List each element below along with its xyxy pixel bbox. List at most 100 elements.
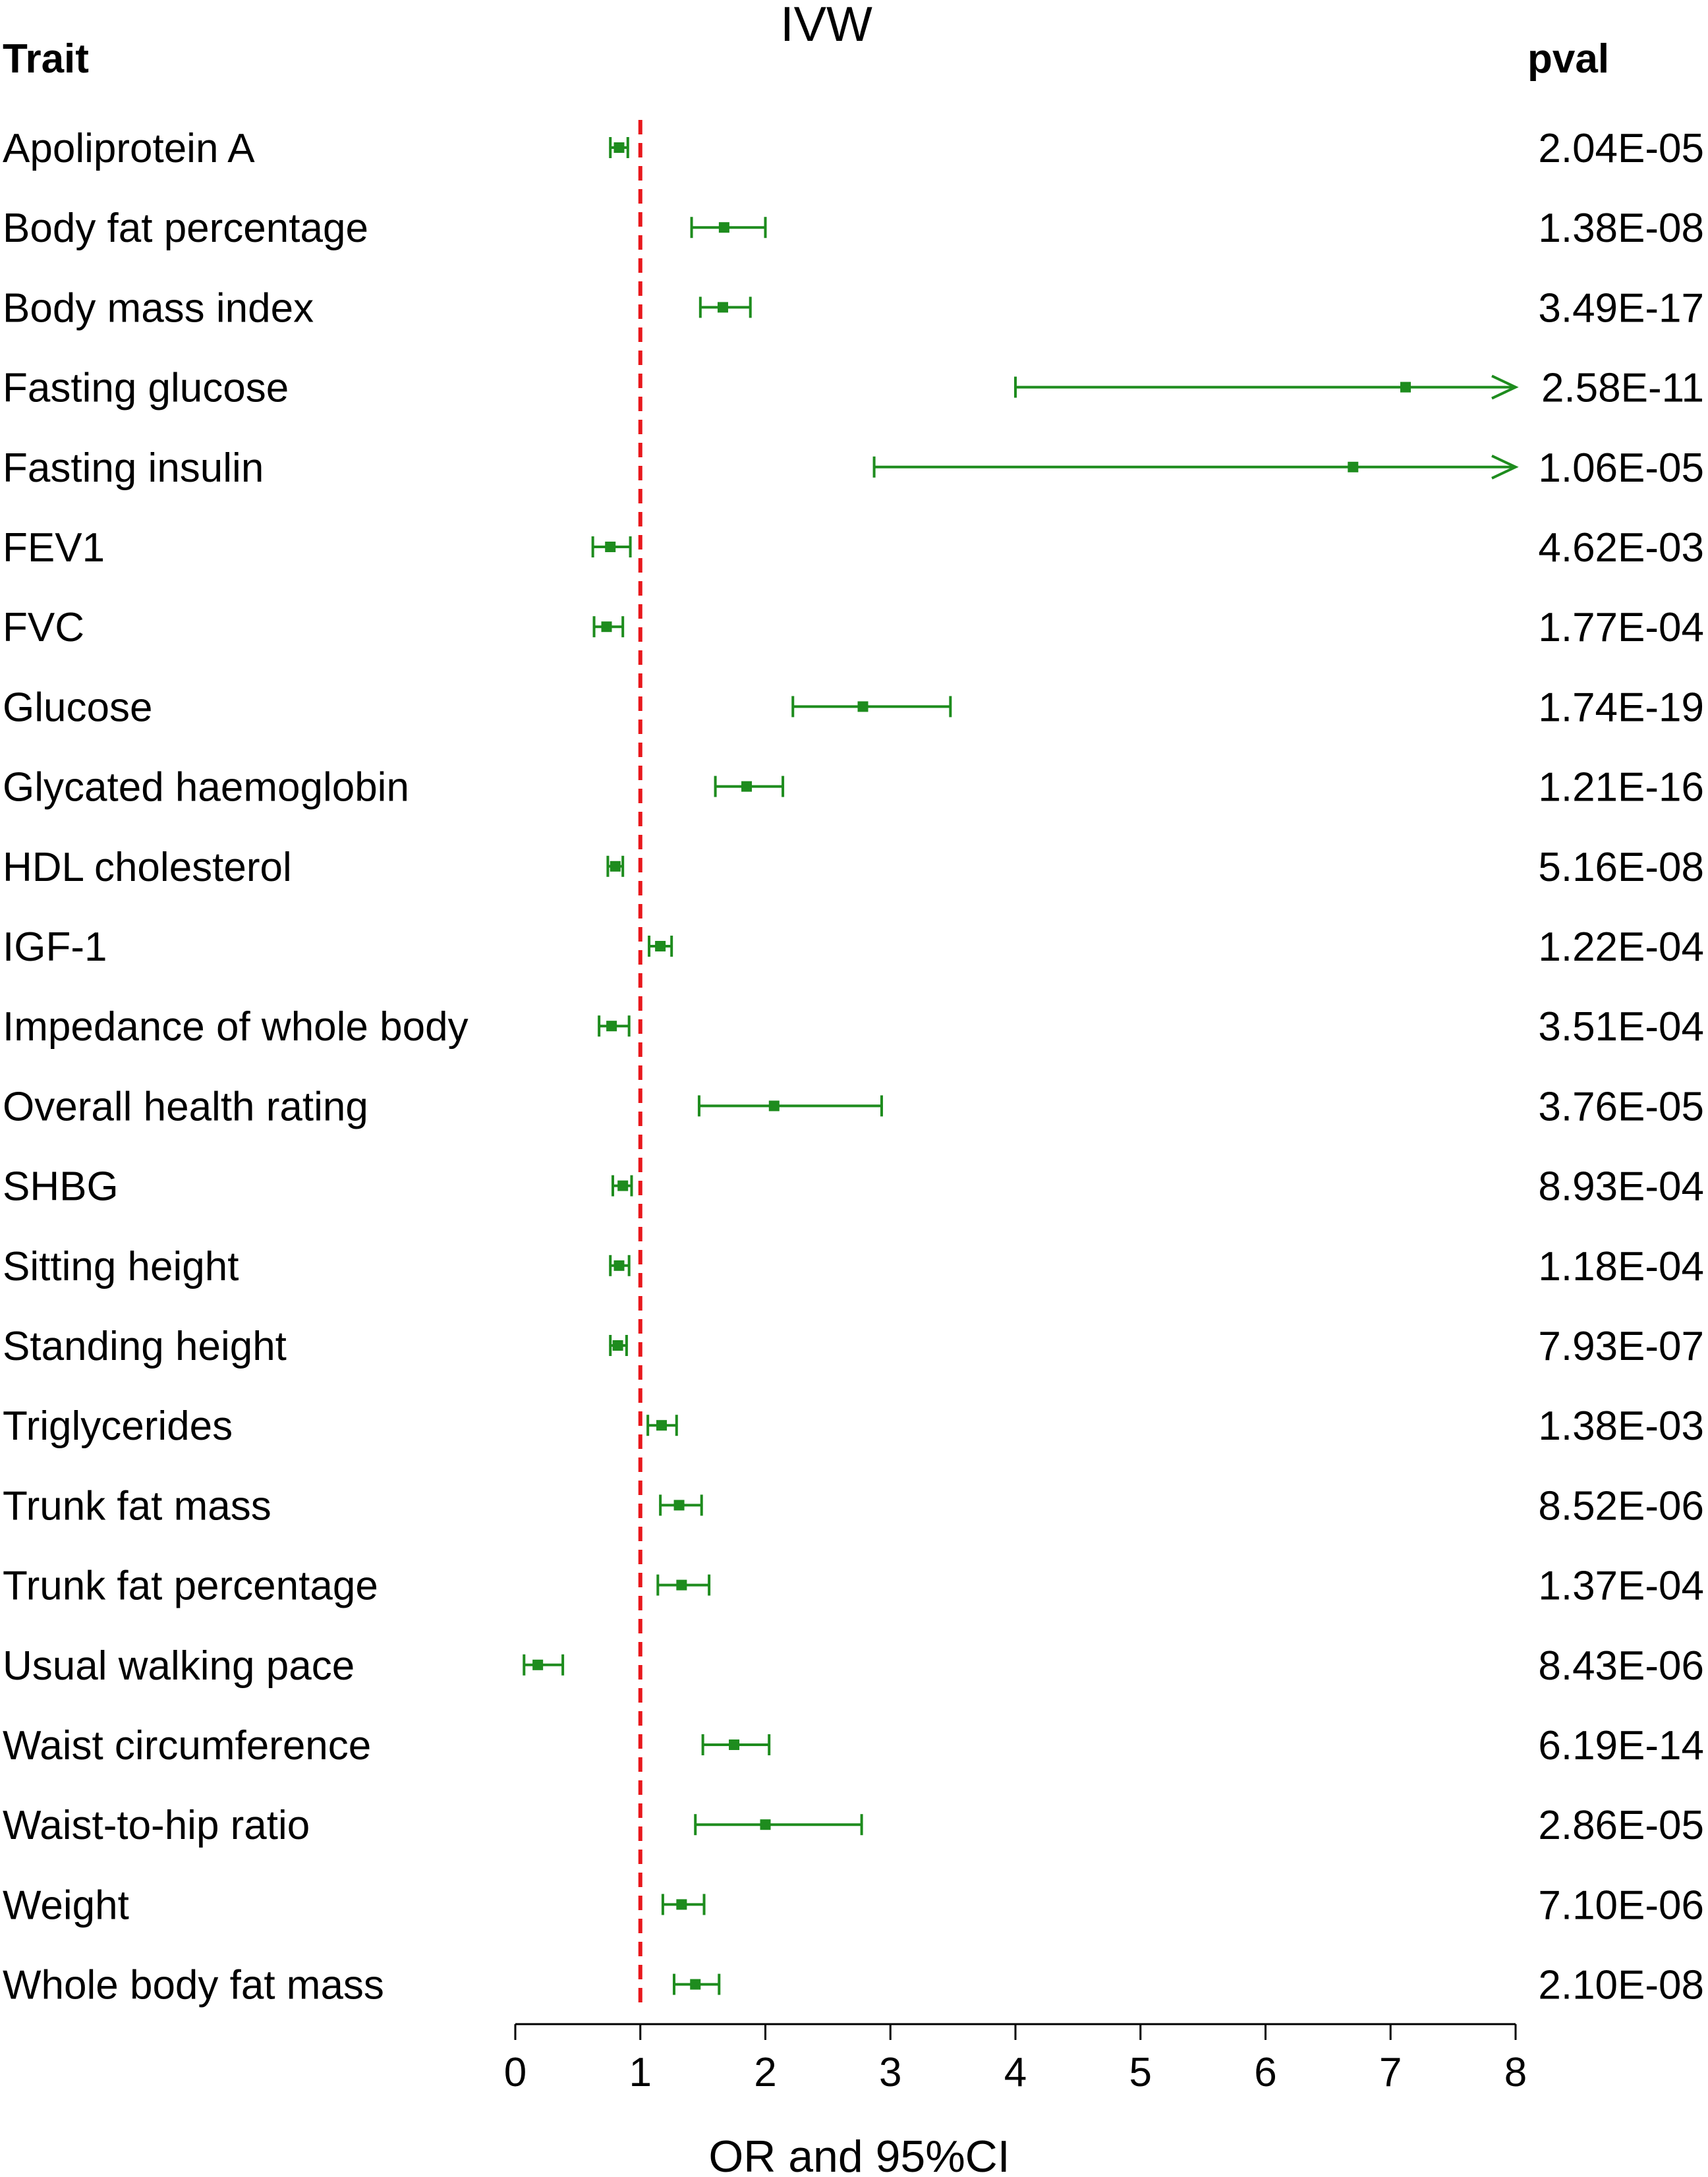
forest-row: HDL cholesterol 5.16E-08 [3,845,1704,890]
trait-label: SHBG [3,1164,119,1210]
chart-title: IVW [780,0,872,51]
trait-label: Glycated haemoglobin [3,765,409,810]
trait-label: Impedance of whole body [3,1004,469,1050]
trait-label: Weight [3,1882,129,1928]
x-axis: 0 1 2 3 4 5 6 7 8 [504,2023,1527,2095]
estimate-point [655,941,666,951]
pval-label: 2.04E-05 [1538,126,1704,171]
trait-label: Glucose [3,685,152,730]
estimate-point [610,861,621,872]
estimate-point [605,542,616,552]
x-tick-label: 5 [1129,2050,1152,2095]
estimate-point [676,1899,687,1910]
estimate-point [718,222,729,233]
ci-upper-arrow [1491,374,1519,400]
estimate-point [760,1819,771,1830]
trait-label: Waist circumference [3,1723,371,1768]
estimate-point [729,1739,740,1750]
x-tick-label: 1 [629,2050,652,2095]
forest-row: Sitting height 1.18E-04 [3,1244,1704,1289]
x-tick-label: 2 [754,2050,776,2095]
pval-label: 1.37E-04 [1538,1564,1704,1609]
trait-label: Overall health rating [3,1084,368,1129]
estimate-point [857,701,868,712]
pval-label: 6.19E-14 [1538,1723,1704,1768]
forest-row: Glucose 1.74E-19 [3,685,1704,730]
pval-label: 8.43E-06 [1538,1643,1704,1689]
forest-row: IGF-1 1.22E-04 [3,924,1704,970]
trait-label: Whole body fat mass [3,1963,384,2008]
forest-row: Waist circumference 6.19E-14 [3,1723,1704,1768]
estimate-point [601,621,612,633]
forest-row: SHBG 8.93E-04 [3,1164,1704,1210]
estimate-point [606,1021,617,1032]
pval-label: 7.10E-06 [1538,1882,1704,1928]
estimate-point [768,1100,780,1112]
estimate-point [717,302,728,313]
estimate-point [673,1500,685,1511]
estimate-point [1400,382,1411,393]
pval-label: 3.76E-05 [1538,1084,1704,1129]
estimate-point [612,1340,623,1351]
trait-label: Standing height [3,1324,287,1369]
trait-label: Sitting height [3,1244,239,1289]
trait-label: Trunk fat percentage [3,1564,378,1609]
forest-row: Body fat percentage 1.38E-08 [3,206,1704,251]
pval-label: 8.93E-04 [1538,1164,1704,1210]
trait-label: Waist-to-hip ratio [3,1803,310,1848]
pval-column-header: pval [1527,36,1609,82]
estimate-point [676,1579,687,1591]
forest-row: Triglycerides 1.38E-03 [3,1403,1704,1449]
x-tick-label: 8 [1504,2050,1527,2095]
pval-label: 3.51E-04 [1538,1004,1704,1050]
trait-label: FEV1 [3,525,105,571]
pval-label: 1.21E-16 [1538,765,1704,810]
trait-label: Fasting glucose [3,366,289,411]
pval-label: 1.38E-08 [1538,206,1704,251]
forest-row: Trunk fat percentage 1.37E-04 [3,1564,1704,1609]
trait-label: Body fat percentage [3,206,368,251]
pval-label: 1.22E-04 [1538,924,1704,970]
x-tick-label: 7 [1379,2050,1402,2095]
pval-label: 2.58E-11 [1541,366,1704,411]
pval-label: 8.52E-06 [1538,1483,1704,1529]
forest-row: FVC 1.77E-04 [3,605,1704,650]
forest-row: FEV1 4.62E-03 [3,525,1704,571]
trait-label: Fasting insulin [3,445,264,491]
x-tick-label: 4 [1004,2050,1027,2095]
pval-label: 5.16E-08 [1538,845,1704,890]
estimate-point [613,1260,625,1271]
estimate-point [656,1420,668,1431]
pval-label: 3.49E-17 [1538,285,1704,331]
forest-row: Weight 7.10E-06 [3,1882,1704,1928]
pval-label: 1.06E-05 [1538,445,1704,491]
trait-label: Body mass index [3,285,314,331]
pval-label: 1.77E-04 [1538,605,1704,650]
estimate-point [690,1979,701,1990]
pval-label: 7.93E-07 [1538,1324,1704,1369]
pval-label: 2.10E-08 [1538,1963,1704,2008]
forest-row: Impedance of whole body 3.51E-04 [3,1004,1704,1050]
pval-label: 1.18E-04 [1538,1244,1704,1289]
trait-label: Trunk fat mass [3,1483,271,1529]
x-tick-label: 0 [504,2050,527,2095]
forest-row: Standing height 7.93E-07 [3,1324,1704,1369]
forest-row: Usual walking pace 8.43E-06 [3,1643,1704,1689]
x-axis-label: OR and 95%CI [708,2132,1010,2177]
x-tick-label: 3 [879,2050,901,2095]
trait-label: IGF-1 [3,924,107,970]
estimate-point [741,781,753,792]
forest-row: Whole body fat mass 2.10E-08 [3,1963,1704,2008]
trait-label: FVC [3,605,84,650]
pval-label: 4.62E-03 [1538,525,1704,571]
forest-row: Apoliprotein A 2.04E-05 [3,126,1704,171]
trait-label: Triglycerides [3,1403,233,1449]
forest-row: Glycated haemoglobin 1.21E-16 [3,765,1704,810]
trait-label: Apoliprotein A [3,126,255,171]
ci-upper-arrow [1491,454,1519,480]
estimate-point [1348,461,1359,472]
pval-label: 2.86E-05 [1538,1803,1704,1848]
estimate-point [613,142,625,153]
x-tick-label: 6 [1254,2050,1276,2095]
